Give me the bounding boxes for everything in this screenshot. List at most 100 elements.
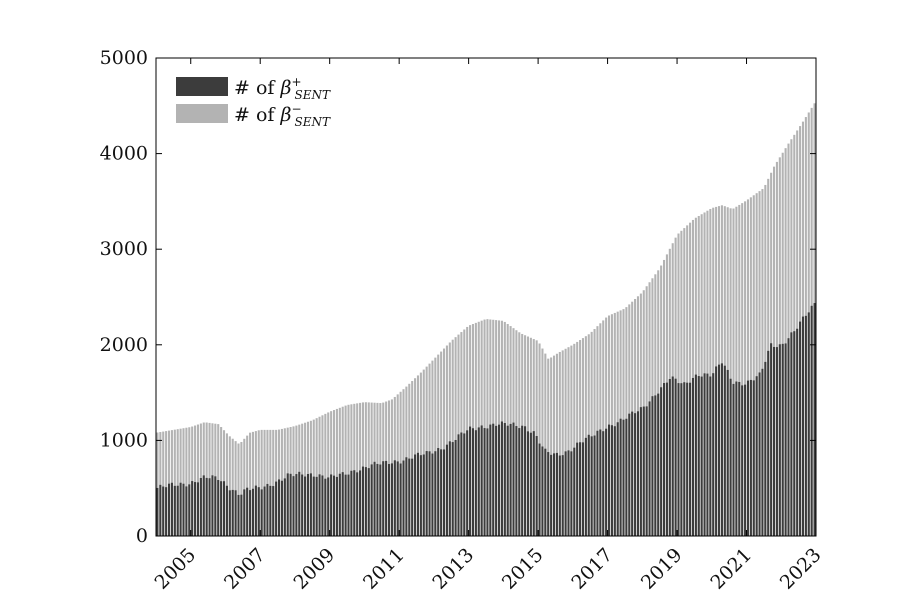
bar-positive: [396, 461, 399, 536]
bar-positive: [524, 426, 527, 536]
bar-positive: [781, 343, 784, 536]
bar-positive: [254, 485, 257, 536]
bar-positive: [327, 477, 330, 536]
bar-positive: [344, 474, 347, 536]
bar-positive: [440, 449, 443, 536]
bar-positive: [425, 451, 428, 536]
bar-total: [428, 363, 431, 536]
bar-positive: [703, 373, 706, 536]
bar-positive: [590, 436, 593, 536]
bar-positive: [318, 474, 321, 536]
bar-positive: [330, 474, 333, 536]
bar-positive: [460, 432, 463, 536]
legend-sub-positive: SENT: [295, 88, 331, 102]
bar-total: [327, 412, 330, 536]
bar-total: [602, 320, 605, 536]
x-tick-label: 2009: [289, 544, 339, 594]
bar-total: [755, 193, 758, 536]
bar-positive: [466, 430, 469, 536]
bar-positive: [414, 454, 417, 536]
bar-total: [709, 208, 712, 536]
bar-positive: [167, 483, 171, 536]
bar-positive: [179, 482, 182, 536]
bar-total: [359, 402, 362, 536]
y-tick-label: 0: [136, 525, 148, 547]
bar-total: [437, 354, 440, 536]
bar-positive: [607, 424, 611, 536]
bar-total: [260, 429, 263, 536]
bar-positive: [570, 451, 573, 536]
bar-total: [567, 347, 570, 536]
bar-positive: [315, 476, 318, 536]
bar-positive: [324, 478, 327, 536]
bar-positive: [729, 378, 732, 536]
bar-positive: [162, 486, 165, 536]
bar-positive: [422, 454, 425, 536]
bar-positive: [159, 484, 162, 536]
bar-positive: [275, 481, 278, 536]
bar-total: [697, 215, 700, 537]
bar-positive: [535, 436, 538, 536]
bar-positive: [503, 423, 506, 536]
y-axis: 0 1000 2000 3000 4000 5000: [100, 47, 816, 547]
bar-positive: [341, 472, 344, 536]
bar-total: [541, 348, 544, 536]
bar-positive: [263, 486, 266, 536]
bar-total: [564, 348, 567, 536]
bar-positive: [295, 474, 298, 536]
bar-positive: [292, 476, 295, 536]
bar-positive: [804, 315, 807, 536]
bar-positive: [694, 374, 697, 536]
bar-total: [243, 438, 246, 536]
bar-positive: [309, 473, 312, 536]
bar-positive: [529, 432, 532, 536]
bar-positive: [419, 455, 422, 536]
bar-total: [353, 403, 356, 536]
bar-total: [344, 405, 347, 536]
bar-positive: [605, 428, 608, 536]
bar-positive: [752, 380, 755, 536]
bar-total: [758, 191, 761, 536]
bar-positive: [231, 489, 234, 536]
bar-positive: [680, 383, 683, 536]
bar-positive: [277, 479, 281, 536]
bar-positive: [706, 373, 709, 536]
bar-total: [422, 369, 425, 536]
bar-positive: [526, 431, 530, 536]
bar-total: [445, 345, 448, 536]
bar-positive: [173, 485, 176, 536]
bar-total: [729, 208, 732, 537]
bar-positive: [796, 328, 799, 536]
bar-total: [605, 317, 608, 536]
y-tick-label: 1000: [100, 429, 148, 451]
bar-positive: [584, 437, 587, 536]
bar-positive: [622, 419, 625, 536]
bar-positive: [304, 476, 307, 536]
x-tick-label: 2017: [567, 544, 617, 594]
bar-total: [584, 336, 587, 536]
bar-total: [700, 214, 703, 537]
legend-swatch-negative: [176, 104, 228, 123]
bar-positive: [217, 480, 220, 536]
bar-positive: [807, 312, 810, 536]
bar-total: [179, 428, 182, 536]
x-tick-label: 2005: [151, 544, 201, 594]
bar-total: [419, 372, 422, 536]
bar-positive: [431, 453, 434, 536]
bar-positive: [234, 490, 237, 536]
bar-total: [483, 319, 486, 536]
bar-positive: [651, 396, 654, 536]
x-tick-label: 2019: [637, 544, 687, 594]
bar-total: [431, 360, 434, 536]
bar-total: [440, 351, 443, 536]
bar-positive: [408, 458, 411, 536]
bar-total: [237, 443, 240, 536]
bar-positive: [286, 473, 289, 536]
bar-total: [764, 184, 767, 536]
bar-total: [356, 403, 359, 536]
bar-positive: [428, 451, 431, 536]
bar-positive: [671, 376, 674, 536]
legend-sup-negative: −: [291, 102, 301, 116]
bar-positive: [483, 428, 486, 536]
bar-positive: [787, 338, 790, 536]
